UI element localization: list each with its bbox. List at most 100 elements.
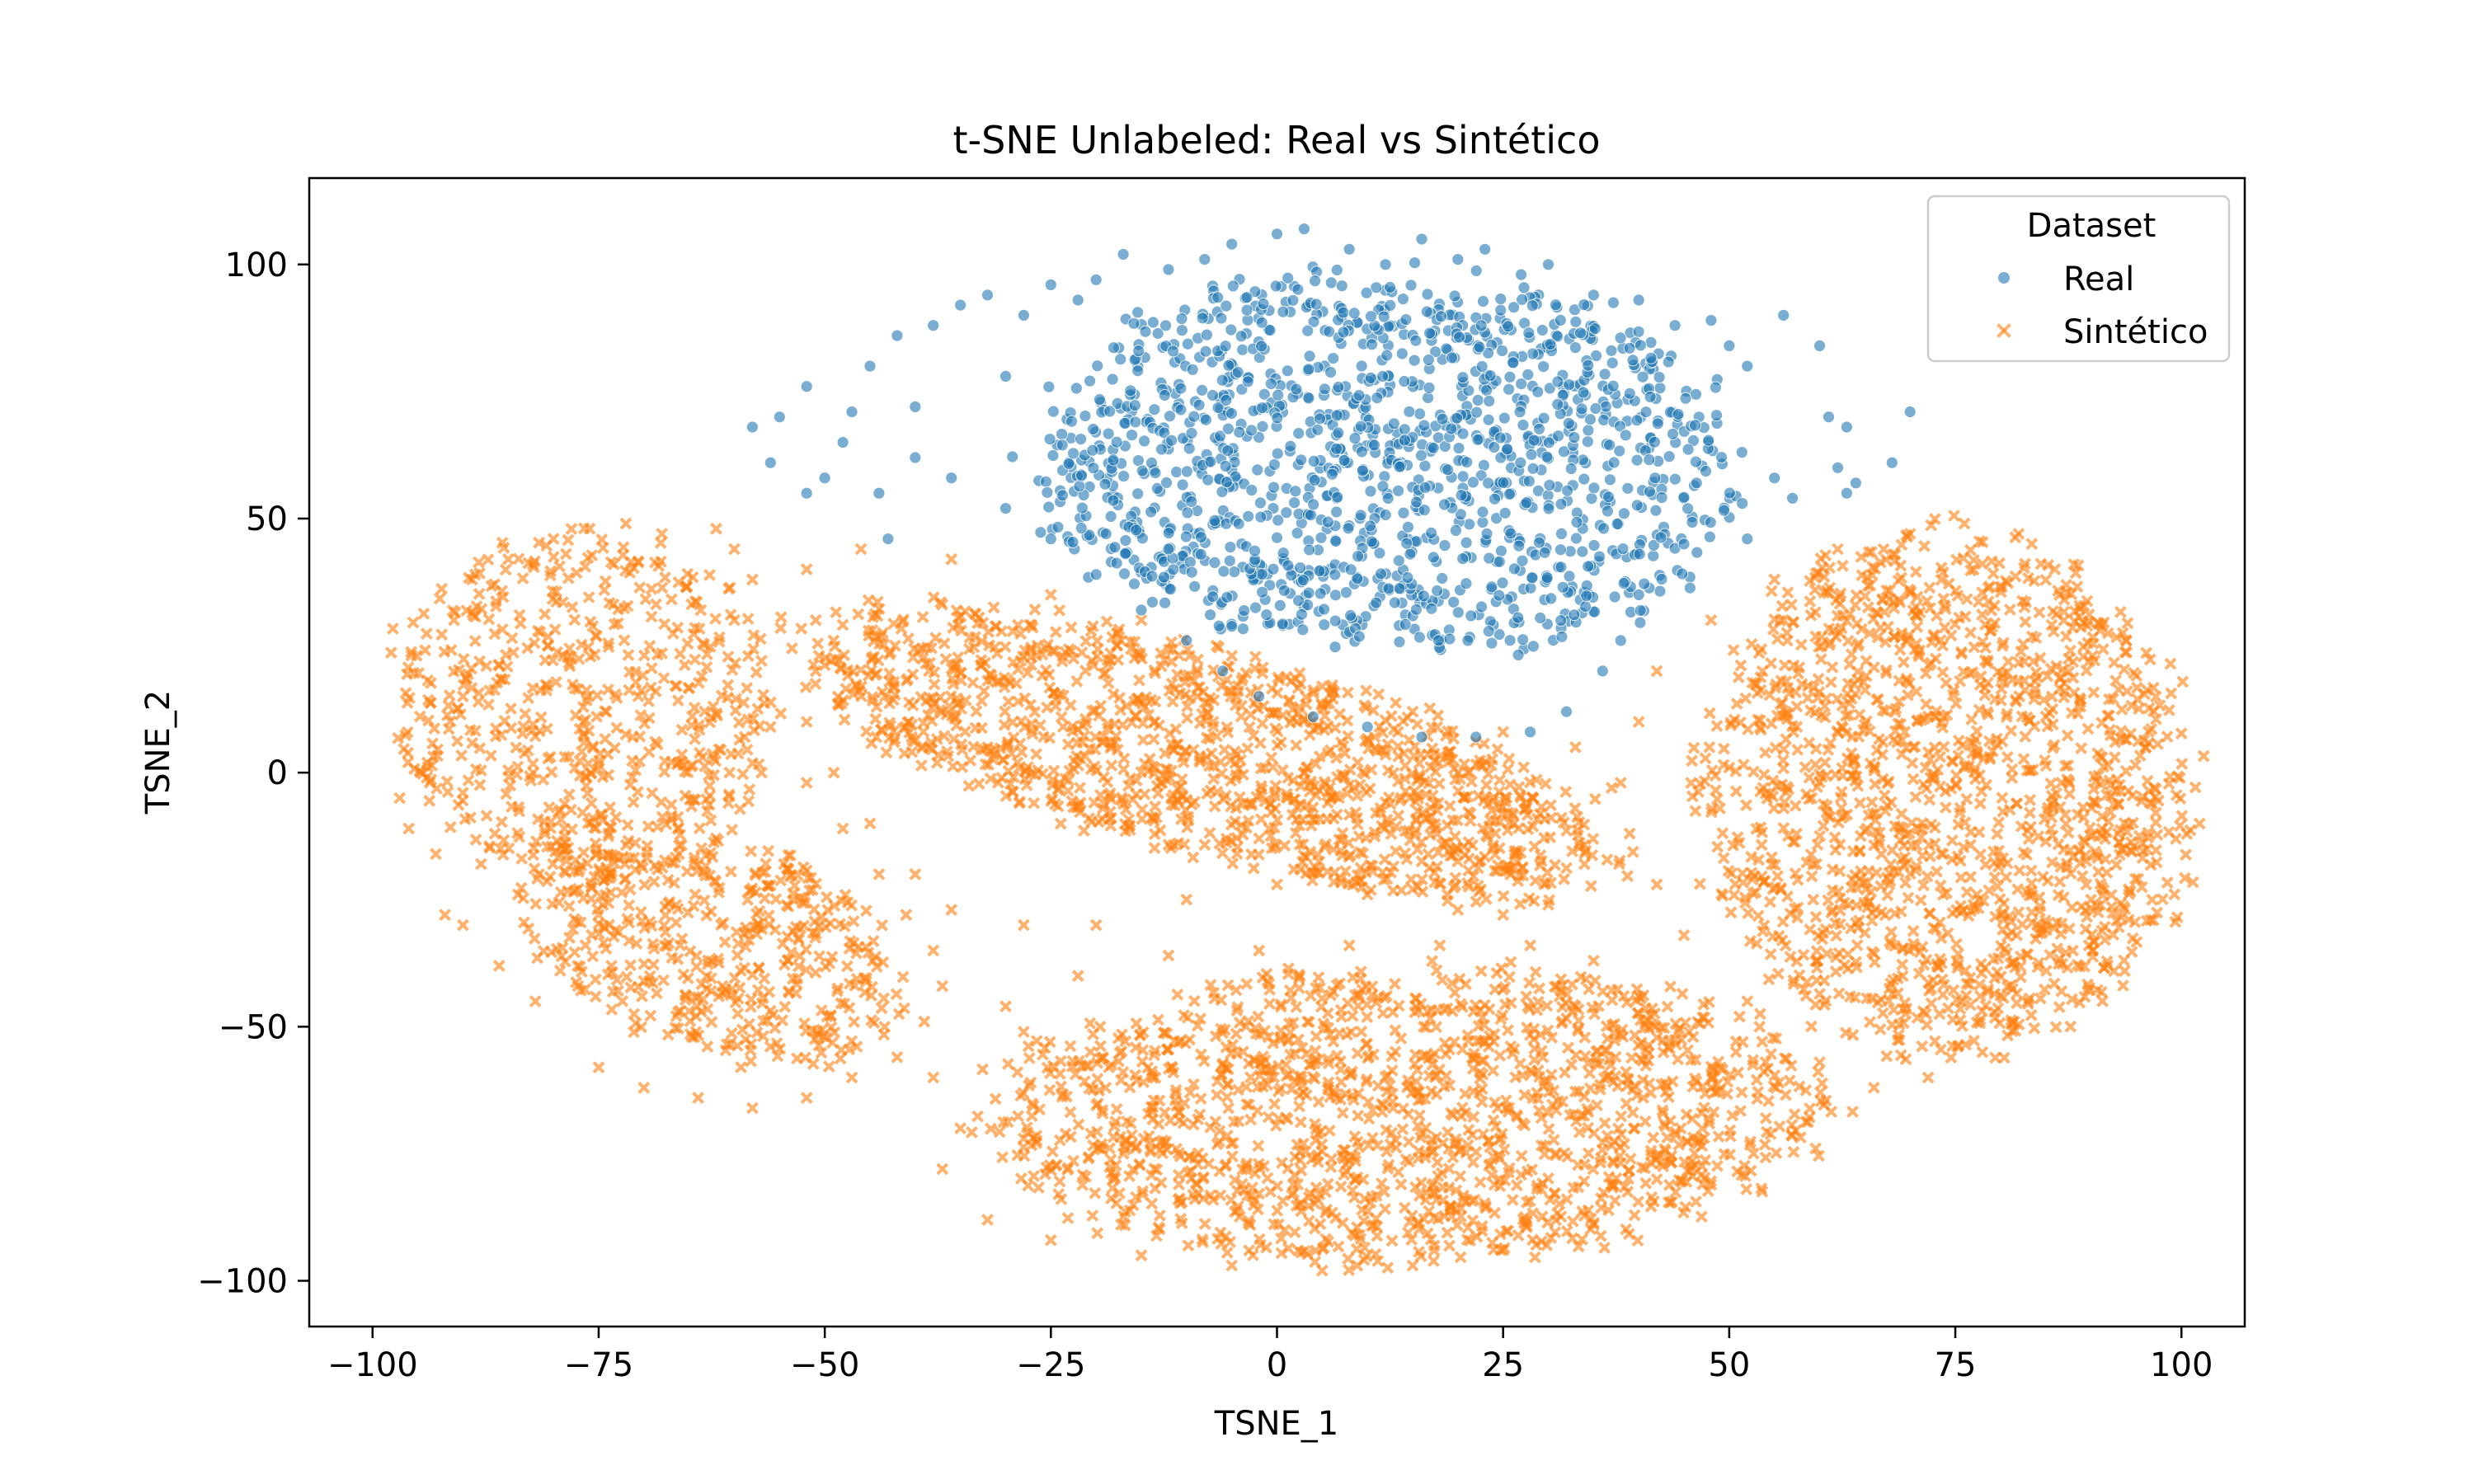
point-sintetico [517, 720, 530, 733]
point-sintetico [633, 730, 647, 743]
point-sintetico [604, 556, 618, 569]
point-sintetico [599, 705, 612, 717]
point-sintetico [700, 648, 713, 661]
point-sintetico [725, 748, 738, 761]
point-sintetico [544, 565, 557, 578]
point-sintetico [741, 743, 754, 756]
point-sintetico [502, 842, 515, 855]
point-sintetico [384, 646, 397, 660]
point-sintetico [585, 767, 598, 780]
point-sintetico [515, 881, 528, 895]
point-sintetico [459, 813, 472, 825]
point-sintetico [505, 721, 518, 735]
point-sintetico [451, 735, 463, 748]
point-sintetico [633, 581, 647, 594]
point-sintetico [386, 622, 399, 635]
point-sintetico [420, 627, 433, 641]
point-sintetico [778, 1000, 792, 1013]
point-sintetico [516, 572, 529, 585]
point-sintetico [858, 986, 872, 999]
point-sintetico [700, 909, 713, 923]
point-sintetico [446, 604, 459, 618]
point-sintetico [623, 883, 637, 896]
point-sintetico [636, 989, 648, 1003]
point-sintetico [618, 634, 631, 647]
point-sintetico [682, 681, 695, 694]
point-sintetico [482, 698, 495, 711]
point-sintetico [703, 769, 716, 782]
point-sintetico [581, 816, 595, 829]
point-sintetico [571, 866, 585, 878]
point-sintetico [724, 865, 737, 878]
point-sintetico [703, 568, 716, 581]
point-sintetico [642, 711, 656, 725]
point-sintetico [599, 732, 612, 745]
point-sintetico [474, 764, 487, 777]
point-sintetico [784, 946, 797, 959]
point-sintetico [693, 822, 706, 835]
point-sintetico [750, 1026, 764, 1039]
point-sintetico [510, 741, 523, 754]
point-sintetico [554, 813, 567, 826]
point-sintetico [469, 833, 482, 846]
point-sintetico [435, 582, 448, 595]
point-sintetico [582, 641, 595, 654]
point-sintetico [435, 628, 449, 641]
point-sintetico [573, 722, 586, 735]
point-sintetico [424, 697, 437, 710]
point-sintetico [656, 581, 669, 594]
point-sintetico [582, 591, 595, 603]
point-sintetico [553, 964, 567, 977]
point-sintetico [692, 676, 705, 689]
point-sintetico [567, 678, 579, 691]
point-sintetico [557, 596, 569, 608]
point-sintetico [743, 783, 756, 796]
point-sintetico [589, 990, 602, 1003]
point-sintetico [550, 585, 563, 599]
point-sintetico [489, 730, 502, 743]
point-sintetico [610, 692, 623, 705]
point-sintetico [850, 946, 863, 960]
point-sintetico [473, 687, 486, 700]
point-sintetico [484, 749, 497, 762]
point-sintetico [426, 737, 439, 750]
point-sintetico [689, 888, 702, 901]
point-sintetico [732, 716, 745, 729]
point-sintetico [698, 638, 711, 651]
point-sintetico [527, 561, 540, 574]
point-sintetico [691, 990, 704, 1003]
point-sintetico [865, 1014, 878, 1026]
point-sintetico [694, 603, 708, 617]
point-sintetico [658, 618, 671, 631]
point-sintetico [847, 915, 860, 928]
point-sintetico [505, 702, 517, 715]
point-sintetico [623, 566, 637, 579]
point-sintetico [539, 827, 552, 840]
point-sintetico [534, 683, 548, 697]
point-sintetico [665, 593, 678, 606]
point-sintetico [504, 779, 517, 792]
point-sintetico [507, 646, 520, 659]
point-sintetico [559, 547, 572, 561]
point-sintetico [506, 632, 519, 645]
point-sintetico [580, 694, 593, 707]
point-sintetico [657, 974, 670, 987]
point-sintetico [438, 646, 451, 659]
point-sintetico [488, 827, 501, 840]
point-sintetico [704, 984, 717, 998]
point-sintetico [495, 815, 508, 829]
point-sintetico [612, 603, 625, 616]
point-sintetico [813, 950, 826, 963]
point-sintetico [540, 840, 553, 853]
point-sintetico [741, 893, 755, 906]
point-sintetico [633, 754, 647, 768]
point-sintetico [690, 596, 703, 608]
point-sintetico [681, 637, 694, 650]
point-sintetico [547, 550, 560, 563]
point-sintetico [514, 617, 527, 630]
point-sintetico [528, 636, 541, 650]
point-sintetico [643, 639, 656, 652]
point-sintetico [554, 804, 567, 817]
point-sintetico [634, 709, 647, 721]
point-sintetico [655, 796, 668, 809]
